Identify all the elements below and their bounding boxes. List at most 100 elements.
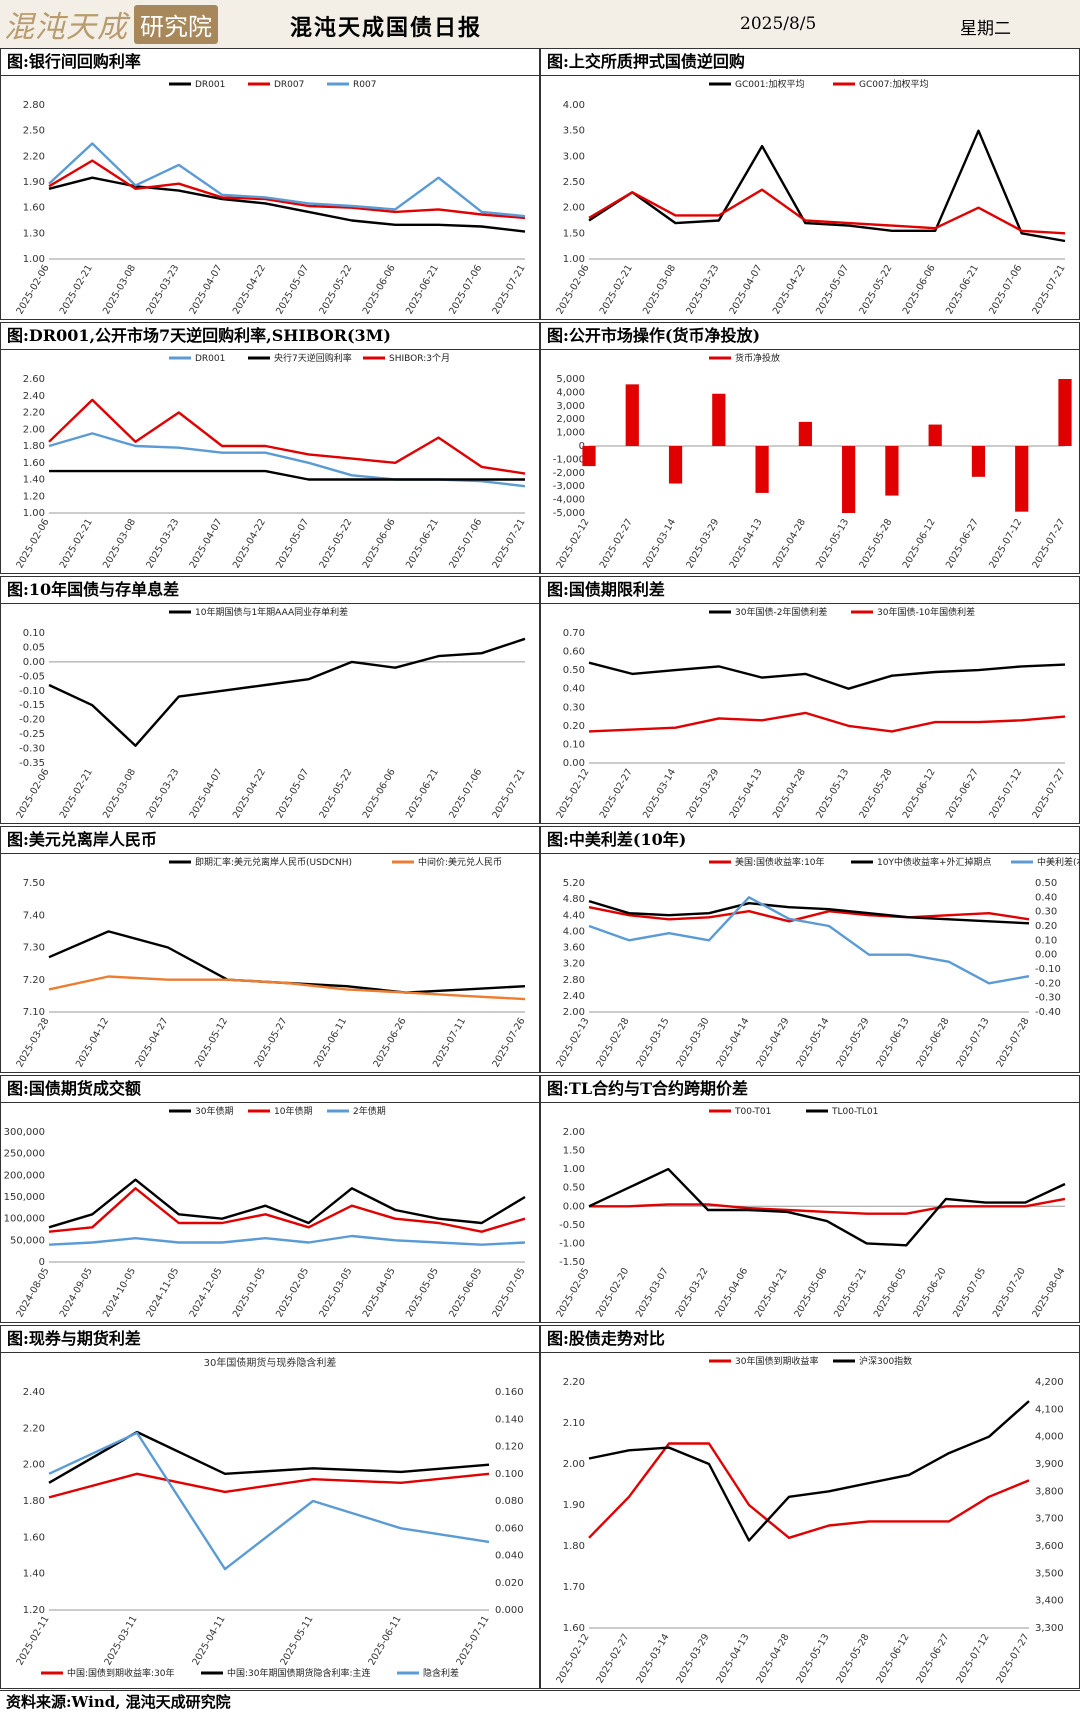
x-tick-label: 2025-05-05 <box>404 1266 441 1319</box>
x-tick-label: 2025-06-26 <box>371 1016 408 1069</box>
y-tick-label: 1.00 <box>23 254 45 265</box>
y-tick-label: -0.20 <box>19 715 45 726</box>
bar <box>971 446 986 477</box>
x-tick-label: 2025-02-12 <box>554 767 591 820</box>
legend-label: 货币净投放 <box>735 352 780 364</box>
x-tick-label: 2025-01-05 <box>231 1266 268 1319</box>
y2-tick-label: 0.120 <box>495 1442 524 1453</box>
x-tick-label: 2025-02-06 <box>14 767 51 820</box>
y-tick-label: 7.10 <box>23 1007 45 1018</box>
y-tick-label: 2.00 <box>563 1127 585 1138</box>
bar <box>928 424 942 446</box>
x-tick-label: 2025-05-29 <box>834 1016 871 1069</box>
legend-label: 30年国债-2年国债利差 <box>735 606 827 618</box>
x-tick-label: 2024-08-05 <box>14 1266 51 1319</box>
chart-panel: 图:股债走势对比 30年国债到期收益率 沪深300指数 1.60 1.70 1.80 1.9… <box>540 1325 1080 1689</box>
y2-tick-label: 3,600 <box>1035 1541 1064 1552</box>
x-tick-label: 2025-06-06 <box>361 517 398 570</box>
y-tick-label: -5,000 <box>553 508 585 519</box>
y-tick-label: 0.50 <box>563 665 585 676</box>
bar <box>798 421 812 446</box>
series-line <box>588 661 1066 690</box>
x-tick-label: 2025-06-27 <box>944 517 981 570</box>
y-tick-label: 1.50 <box>563 1146 585 1157</box>
y-tick-label: -0.10 <box>19 686 45 697</box>
bar <box>885 446 899 496</box>
y-tick-label: 1.00 <box>563 254 585 265</box>
legend-label: DR001 <box>195 354 225 364</box>
y-tick-label: -3,000 <box>553 481 585 492</box>
y-tick-label: 1.20 <box>23 491 45 502</box>
x-tick-label: 2025-03-28 <box>14 1016 51 1069</box>
y-tick-label: -0.35 <box>19 758 45 769</box>
y-tick-label: 0 <box>579 441 585 452</box>
legend-label: T00-T01 <box>734 1107 771 1117</box>
y-tick-label: 1.40 <box>23 1569 45 1580</box>
x-tick-label: 2025-04-28 <box>771 517 808 570</box>
chart-svg: 30年债期 10年债期 2年债期 0 50,000 100,000 150,000 200,0… <box>4 1105 528 1319</box>
x-tick-label: 2025-05-28 <box>834 1632 871 1685</box>
y-tick-label: 2.00 <box>563 203 585 214</box>
y-tick-label: 0.10 <box>563 739 585 750</box>
x-tick-label: 2025-03-23 <box>144 517 181 570</box>
legend-label: 中间价:美元兑人民币 <box>418 856 502 868</box>
y2-tick-label: 0.040 <box>495 1551 524 1562</box>
x-tick-label: 2025-05-27 <box>252 1016 289 1069</box>
x-tick-label: 2025-06-21 <box>404 517 441 570</box>
y2-tick-label: 0.50 <box>1035 878 1057 889</box>
legend-label: 中美利差(右) <box>1037 856 1079 868</box>
chart-panel: 图:上交所质押式国债逆回购 GC001:加权平均 GC007:加权平均 1.00 1.5… <box>540 48 1080 320</box>
chart-area: T00-T01 TL00-TL01 -1.50 -1.00 -0.50 0.00 0.50 1… <box>541 1102 1079 1322</box>
legend-label: 30年国债-10年国债利差 <box>877 606 975 618</box>
logo-text: 混沌天成 <box>4 10 128 45</box>
y-tick-label: 1.90 <box>563 1500 585 1511</box>
panel-title: 图:国债期货成交额 <box>1 1076 539 1103</box>
y2-tick-label: 3,900 <box>1035 1459 1064 1470</box>
x-tick-label: 2025-05-13 <box>794 1632 831 1685</box>
series-line <box>48 432 526 488</box>
panel-title: 图:公开市场操作(货币净投放) <box>541 323 1079 350</box>
legend-label: 隐含利差 <box>423 1667 459 1679</box>
legend: DR001 央行7天逆回购利率 SHIBOR:3个月 <box>169 352 450 364</box>
bar <box>1015 446 1029 512</box>
y-tick-label: 1.60 <box>23 1532 45 1543</box>
chart-svg: 30年国债到期收益率 沪深300指数 1.60 1.70 1.80 1.90 2.00 2.1… <box>554 1355 1064 1685</box>
legend-label: DR001 <box>195 80 225 90</box>
x-tick-label: 2025-02-28 <box>594 1016 631 1069</box>
series-line <box>48 1187 526 1233</box>
x-tick-label: 2025-06-05 <box>872 1266 909 1319</box>
x-tick-label: 2025-05-11 <box>278 1614 315 1667</box>
series-line <box>588 906 1030 923</box>
chart-svg: DR001 央行7天逆回购利率 SHIBOR:3个月 1.00 1.20 1.40 1.60… <box>14 352 527 570</box>
y-tick-label: 1.70 <box>563 1582 585 1593</box>
legend-label: 美国:国债收益率:10年 <box>735 856 825 868</box>
x-tick-label: 2025-02-12 <box>554 1632 591 1685</box>
y-tick-label: 200,000 <box>4 1170 45 1181</box>
x-tick-label: 2025-07-06 <box>447 517 484 570</box>
chart-svg: 货币净投放 -5,000 -4,000 -3,000 -2,000 -1,000 0 1,00… <box>553 352 1072 570</box>
y2-tick-label: -0.30 <box>1035 993 1061 1004</box>
y-tick-label: 2.10 <box>563 1418 585 1429</box>
x-tick-label: 2025-07-06 <box>447 263 484 316</box>
x-tick-label: 2025-02-05 <box>274 1266 311 1319</box>
x-tick-label: 2025-07-20 <box>991 1266 1028 1319</box>
x-tick-label: 2025-06-28 <box>914 1016 951 1069</box>
legend: T00-T01 TL00-TL01 <box>709 1107 878 1117</box>
x-tick-label: 2025-06-11 <box>312 1016 349 1069</box>
x-tick-label: 2025-03-07 <box>634 1266 671 1319</box>
x-tick-label: 2025-05-13 <box>814 517 851 570</box>
series-line <box>588 188 1066 235</box>
legend-label: 即期汇率:美元兑离岸人民币(USDCNH) <box>195 856 352 868</box>
x-tick-label: 2025-07-12 <box>954 1632 991 1685</box>
legend-label: GC001:加权平均 <box>735 78 804 90</box>
y-tick-label: 7.40 <box>23 910 45 921</box>
y-tick-label: 4.80 <box>563 894 585 905</box>
chart-panel: 图:美元兑离岸人民币 即期汇率:美元兑离岸人民币(USDCNH) 中间价:美元兑人民… <box>0 826 540 1073</box>
x-tick-label: 2025-05-22 <box>317 767 354 820</box>
y-tick-label: 1.60 <box>563 1623 585 1634</box>
y2-tick-label: 3,500 <box>1035 1568 1064 1579</box>
x-tick-label: 2025-04-22 <box>231 767 268 820</box>
x-tick-label: 2025-03-14 <box>641 767 678 820</box>
x-tick-label: 2025-03-08 <box>641 263 678 316</box>
x-tick-label: 2025-07-27 <box>1030 767 1067 820</box>
